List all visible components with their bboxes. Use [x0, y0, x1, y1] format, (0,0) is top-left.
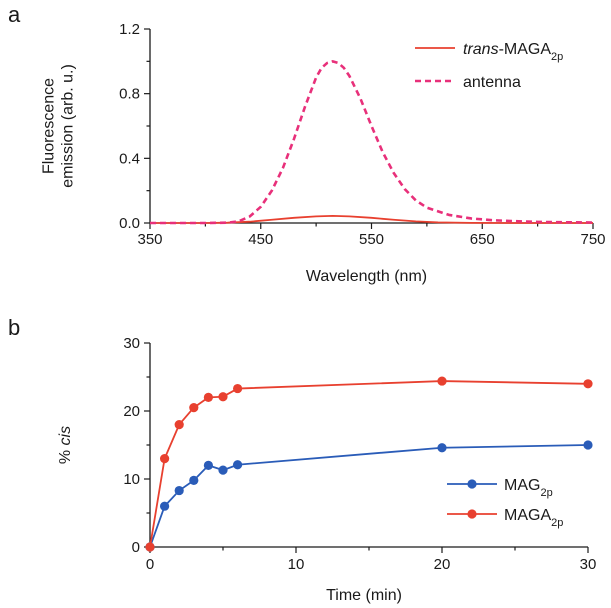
x-tick-label: 30 — [580, 556, 597, 573]
data-point — [189, 475, 199, 485]
data-point — [218, 465, 228, 475]
y-tick-label: 0.0 — [119, 215, 140, 232]
legend-marker-0 — [467, 479, 477, 489]
data-point — [233, 460, 243, 470]
y-tick-label: 1.2 — [119, 21, 140, 38]
x-tick-label: 20 — [434, 556, 451, 573]
x-tick-label: 0 — [146, 556, 154, 573]
series-line-0 — [149, 444, 589, 548]
data-point — [160, 501, 170, 511]
chart_data.1.series.1.legend_parts-part: 2p — [551, 517, 563, 529]
chart_data.1.series.0.legend_parts-part: MAG — [504, 477, 540, 494]
series-line-1 — [150, 60, 594, 225]
panel-label-b: b — [8, 315, 20, 340]
x-tick-label: 750 — [580, 231, 605, 248]
legend-label-1: MAGA2p — [504, 507, 563, 529]
chart_data.0.series.0.legend_parts-part: trans — [463, 41, 499, 58]
data-point — [233, 383, 243, 394]
legend-marker-1 — [467, 509, 477, 519]
x-tick-label: 550 — [359, 231, 384, 248]
x-axis-title: Wavelength (nm) — [306, 268, 427, 285]
data-point — [189, 403, 199, 413]
data-point — [583, 440, 593, 450]
chart_data.0.series.1.legend_parts-part: antenna — [463, 74, 521, 91]
data-point — [174, 485, 184, 496]
series-line-0 — [150, 214, 593, 224]
chart-a-fluorescence: 350 450 550 650 750 0.0 0.4 0.8 1.2 Wavelength (n… — [40, 21, 605, 285]
legend-label-0: trans-MAGA2p — [463, 41, 563, 63]
chart_data.1.series.0.legend_parts-part: 2p — [540, 487, 552, 499]
y-tick-label: 0 — [132, 539, 140, 556]
chart_data.1.series.1.legend_parts-part: MAGA — [504, 507, 551, 524]
y-tick-label: 30 — [123, 335, 140, 352]
data-point — [218, 392, 228, 402]
legend-label-0: MAG2p — [504, 477, 553, 499]
x-tick-label: 650 — [470, 231, 495, 248]
y-tick-label: 0.4 — [119, 150, 140, 167]
chart_data.0.series.0.legend_parts-part: 2p — [551, 51, 563, 63]
data-point — [174, 420, 184, 430]
data-point — [145, 542, 155, 552]
legend-label-1: antenna — [463, 74, 521, 91]
chart_data.1.ylabel_parts-part: % — [57, 445, 74, 464]
data-point — [437, 376, 447, 386]
x-tick-label: 350 — [137, 231, 162, 248]
data-point — [160, 454, 170, 464]
y-tick-label: 0.8 — [119, 86, 140, 103]
data-point — [203, 460, 213, 470]
y-axis-title-line: emission (arb. u.) — [60, 64, 77, 188]
data-point — [203, 392, 213, 402]
chart_data.0.series.0.legend_parts-part: -MAGA — [499, 41, 552, 58]
y-tick-label: 10 — [123, 471, 140, 488]
y-axis-title: % cis — [57, 426, 74, 464]
x-tick-label: 450 — [248, 231, 273, 248]
y-tick-label: 20 — [123, 403, 140, 420]
data-point — [583, 379, 593, 389]
x-axis-title: Time (min) — [326, 587, 402, 604]
y-axis-title-line: Fluorescence — [40, 78, 57, 174]
y-axis-title: Fluorescence emission (arb. u.) — [40, 64, 76, 188]
data-point — [437, 443, 447, 453]
chart_data.1.ylabel_parts-part: cis — [57, 426, 74, 446]
x-tick-label: 10 — [288, 556, 305, 573]
panel-label-a: a — [8, 2, 21, 27]
